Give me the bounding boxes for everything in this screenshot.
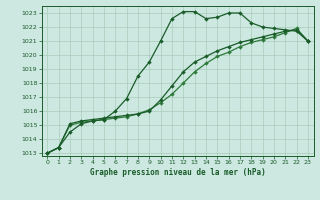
X-axis label: Graphe pression niveau de la mer (hPa): Graphe pression niveau de la mer (hPa)	[90, 168, 266, 177]
